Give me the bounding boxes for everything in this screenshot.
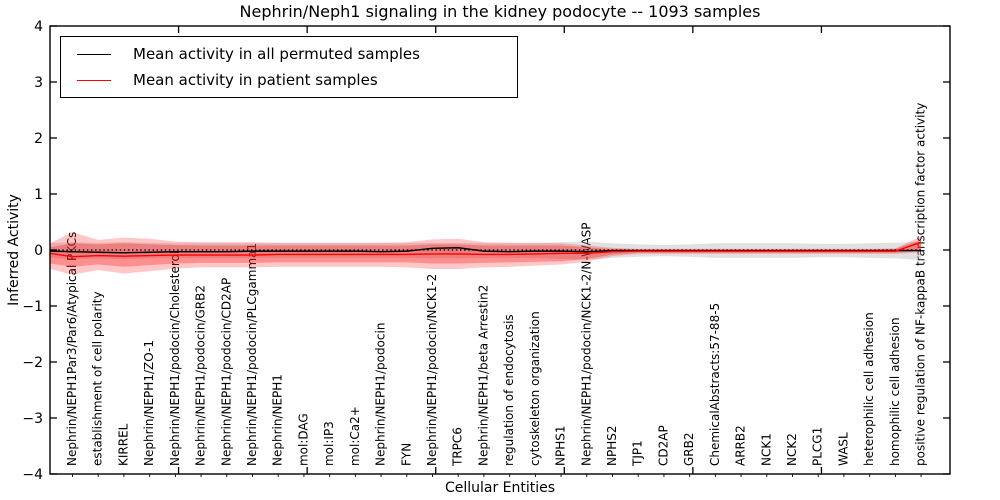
chart-title: Nephrin/Neph1 signaling in the kidney po… — [239, 2, 761, 21]
y-tick-label: −4 — [22, 467, 43, 483]
y-tick-label: 4 — [34, 19, 43, 35]
x-tick-label: CD2AP — [656, 425, 670, 466]
y-tick-label: 1 — [34, 187, 43, 203]
x-tick-label: ChemicalAbstracts:57-88-5 — [708, 303, 722, 466]
legend-line-sample-permuted — [77, 53, 111, 55]
line-patient-mean — [49, 241, 922, 258]
x-tick-label: mol:DAG — [296, 413, 310, 466]
x-tick-label: mol:IP3 — [322, 421, 336, 466]
x-tick-label: Nephrin/NEPH1 — [271, 374, 285, 466]
x-tick-label: mol:Ca2+ — [348, 406, 362, 466]
x-tick-label: Nephrin/NEPH1/beta Arrestin2 — [476, 285, 490, 466]
y-tick-label: 0 — [34, 243, 43, 259]
x-tick-label: establishment of cell polarity — [91, 291, 105, 466]
legend-label-patient: Mean activity in patient samples — [133, 71, 378, 89]
x-tick-label: PLCG1 — [811, 427, 825, 466]
x-tick-label: Nephrin/NEPH1/podocin/NCK1-2/N-WASP — [579, 223, 593, 466]
x-tick-label: KIRREL — [116, 423, 130, 466]
x-tick-label: NCK1 — [759, 433, 773, 466]
x-tick-label: ARRB2 — [734, 425, 748, 466]
legend-item-patient: Mean activity in patient samples — [77, 71, 517, 89]
legend-label-permuted: Mean activity in all permuted samples — [133, 45, 420, 63]
legend: Mean activity in all permuted samples Me… — [60, 36, 518, 98]
y-tick-label: 3 — [34, 75, 43, 91]
x-tick-label: NCK2 — [785, 433, 799, 466]
x-tick-label: TRPC6 — [451, 427, 465, 467]
x-tick-label: heterophilic cell adhesion — [862, 312, 876, 466]
y-axis-label: Inferred Activity — [6, 194, 22, 306]
x-tick-label: Nephrin/NEPH1Par3/Par6/Atypical PKCs — [65, 232, 79, 466]
x-tick-label: Nephrin/NEPH1/podocin — [374, 323, 388, 466]
x-tick-label: NPHS1 — [554, 426, 568, 467]
y-tick-label: −2 — [22, 355, 43, 371]
x-tick-label: regulation of endocytosis — [502, 314, 516, 466]
x-axis-label: Cellular Entities — [444, 480, 556, 496]
x-tick-label: Nephrin/NEPH1/podocin/NCK1-2 — [425, 274, 439, 466]
x-tick-label: FYN — [399, 443, 413, 466]
x-tick-label: Nephrin/NEPH1/ZO-1 — [142, 340, 156, 466]
x-tick-label: positive regulation of NF-kappaB transcr… — [914, 103, 928, 466]
band-patient-samples-range-inner — [50, 239, 922, 267]
y-tick-label: −3 — [22, 411, 43, 427]
legend-line-sample-patient — [77, 79, 111, 81]
x-tick-label: Nephrin/NEPH1/podocin/PLCgamma1 — [245, 243, 259, 466]
y-tick-label: 2 — [34, 131, 43, 147]
x-tick-label: WASL — [836, 432, 850, 466]
x-tick-label: TJP1 — [631, 440, 645, 467]
x-tick-label: Nephrin/NEPH1/podocin/GRB2 — [194, 285, 208, 466]
band-patient-samples-range-outer — [50, 232, 922, 275]
x-tick-label: GRB2 — [682, 432, 696, 466]
y-tick-label: −1 — [22, 299, 43, 315]
x-tick-label: NPHS2 — [605, 426, 619, 467]
x-tick-label: homophilic cell adhesion — [888, 317, 902, 466]
x-tick-label: cytoskeleton organization — [528, 311, 542, 466]
x-tick-label: Nephrin/NEPH1/podocin/Cholesterol — [168, 251, 182, 466]
x-tick-label: Nephrin/NEPH1/podocin/CD2AP — [219, 278, 233, 466]
legend-item-permuted: Mean activity in all permuted samples — [77, 45, 517, 63]
